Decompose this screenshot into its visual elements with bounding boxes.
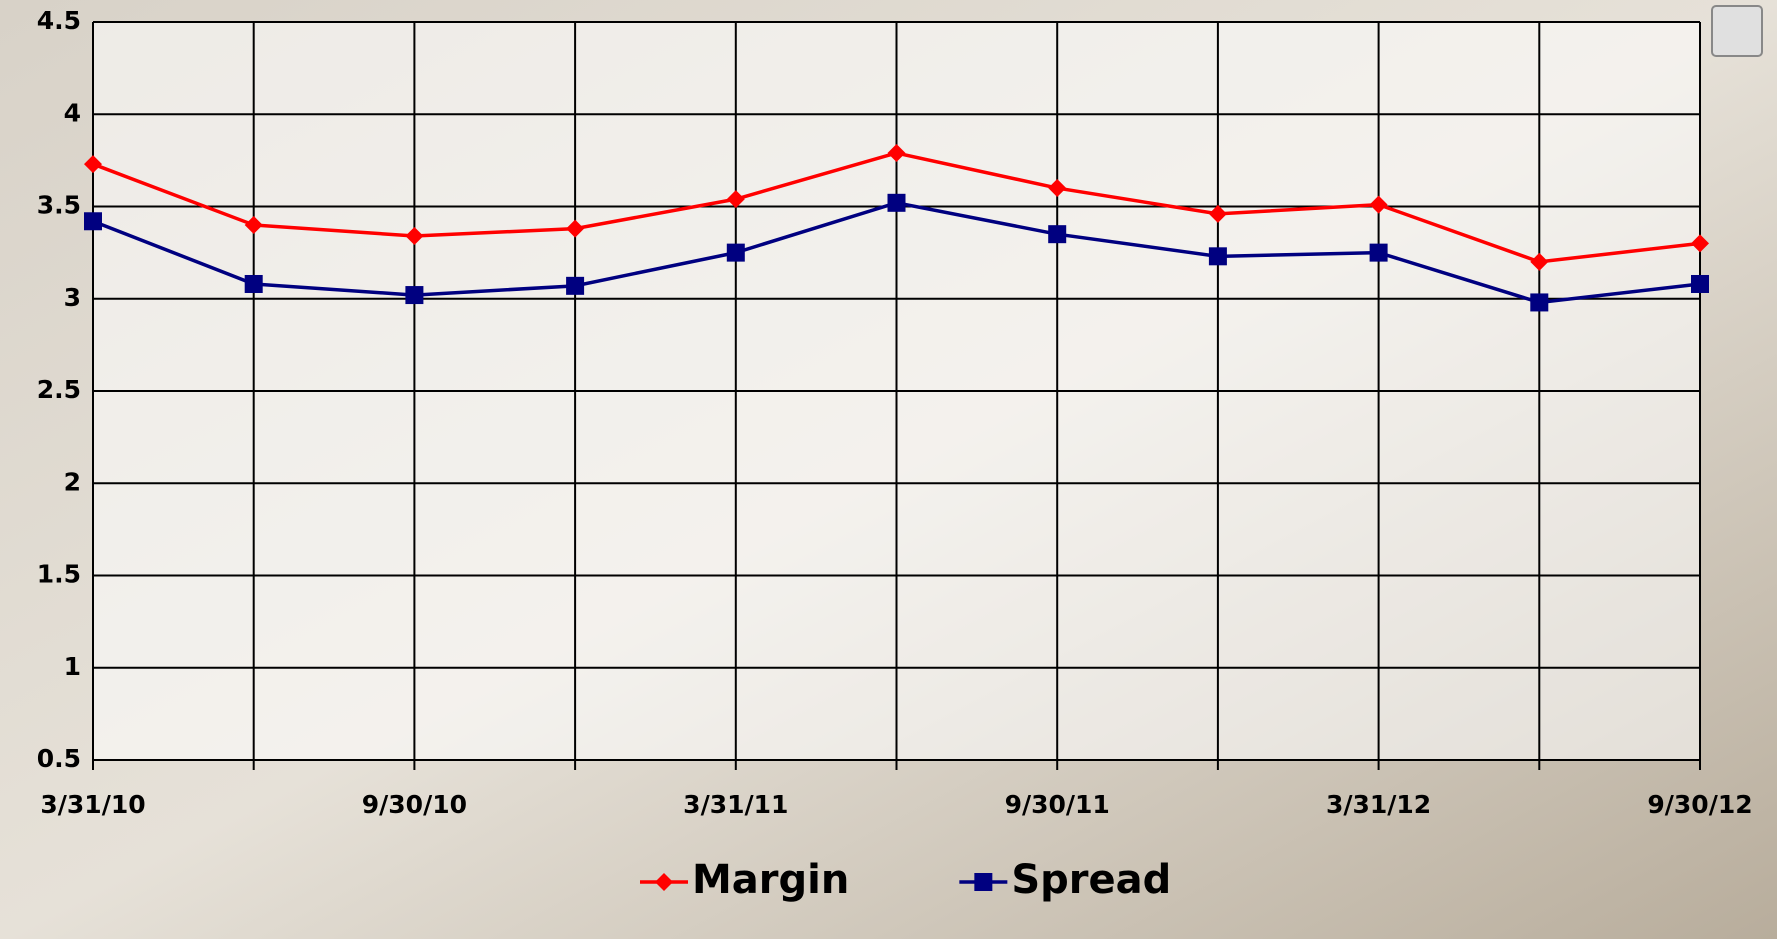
data-point <box>405 227 424 246</box>
data-point <box>1530 252 1549 271</box>
y-tick-label: 2 <box>64 467 81 496</box>
y-tick-label: 1.5 <box>37 560 81 589</box>
data-point <box>566 219 585 238</box>
data-point <box>887 143 906 162</box>
data-point <box>84 155 102 174</box>
y-tick-label: 4.5 <box>37 6 81 35</box>
x-tick-label: 3/31/12 <box>1326 790 1431 819</box>
x-tick-label: 9/30/12 <box>1647 790 1752 819</box>
x-tick-label: 9/30/10 <box>362 790 467 819</box>
data-point <box>1369 243 1388 262</box>
legend-marker <box>974 873 993 891</box>
x-tick-label: 9/30/11 <box>1005 790 1110 819</box>
data-point <box>1208 204 1227 223</box>
data-point <box>244 274 263 293</box>
y-tick-label: 2.5 <box>37 375 81 404</box>
legend-label: Margin <box>692 857 849 903</box>
y-tick-label: 3 <box>64 283 81 312</box>
x-tick-label: 3/31/10 <box>40 790 145 819</box>
data-point <box>84 212 102 231</box>
y-tick-label: 3.5 <box>37 191 81 220</box>
y-tick-label: 4 <box>64 98 81 127</box>
data-point <box>244 215 263 234</box>
data-point <box>1048 179 1067 198</box>
data-point <box>1369 195 1388 214</box>
x-tick-label: 3/31/11 <box>683 790 788 819</box>
data-point <box>1691 234 1709 253</box>
control-box[interactable] <box>1711 5 1763 57</box>
y-tick-label: 0.5 <box>37 744 81 773</box>
data-point <box>726 190 745 209</box>
data-point <box>726 243 745 262</box>
legend-marker <box>655 873 673 891</box>
data-point <box>1691 274 1709 293</box>
data-point <box>1530 293 1549 312</box>
data-point <box>405 286 424 305</box>
data-point <box>1208 247 1227 266</box>
data-point <box>566 276 585 295</box>
data-point <box>887 193 906 212</box>
data-point <box>1048 225 1067 244</box>
y-tick-label: 1 <box>64 652 81 681</box>
legend-label: Spread <box>1011 857 1171 903</box>
